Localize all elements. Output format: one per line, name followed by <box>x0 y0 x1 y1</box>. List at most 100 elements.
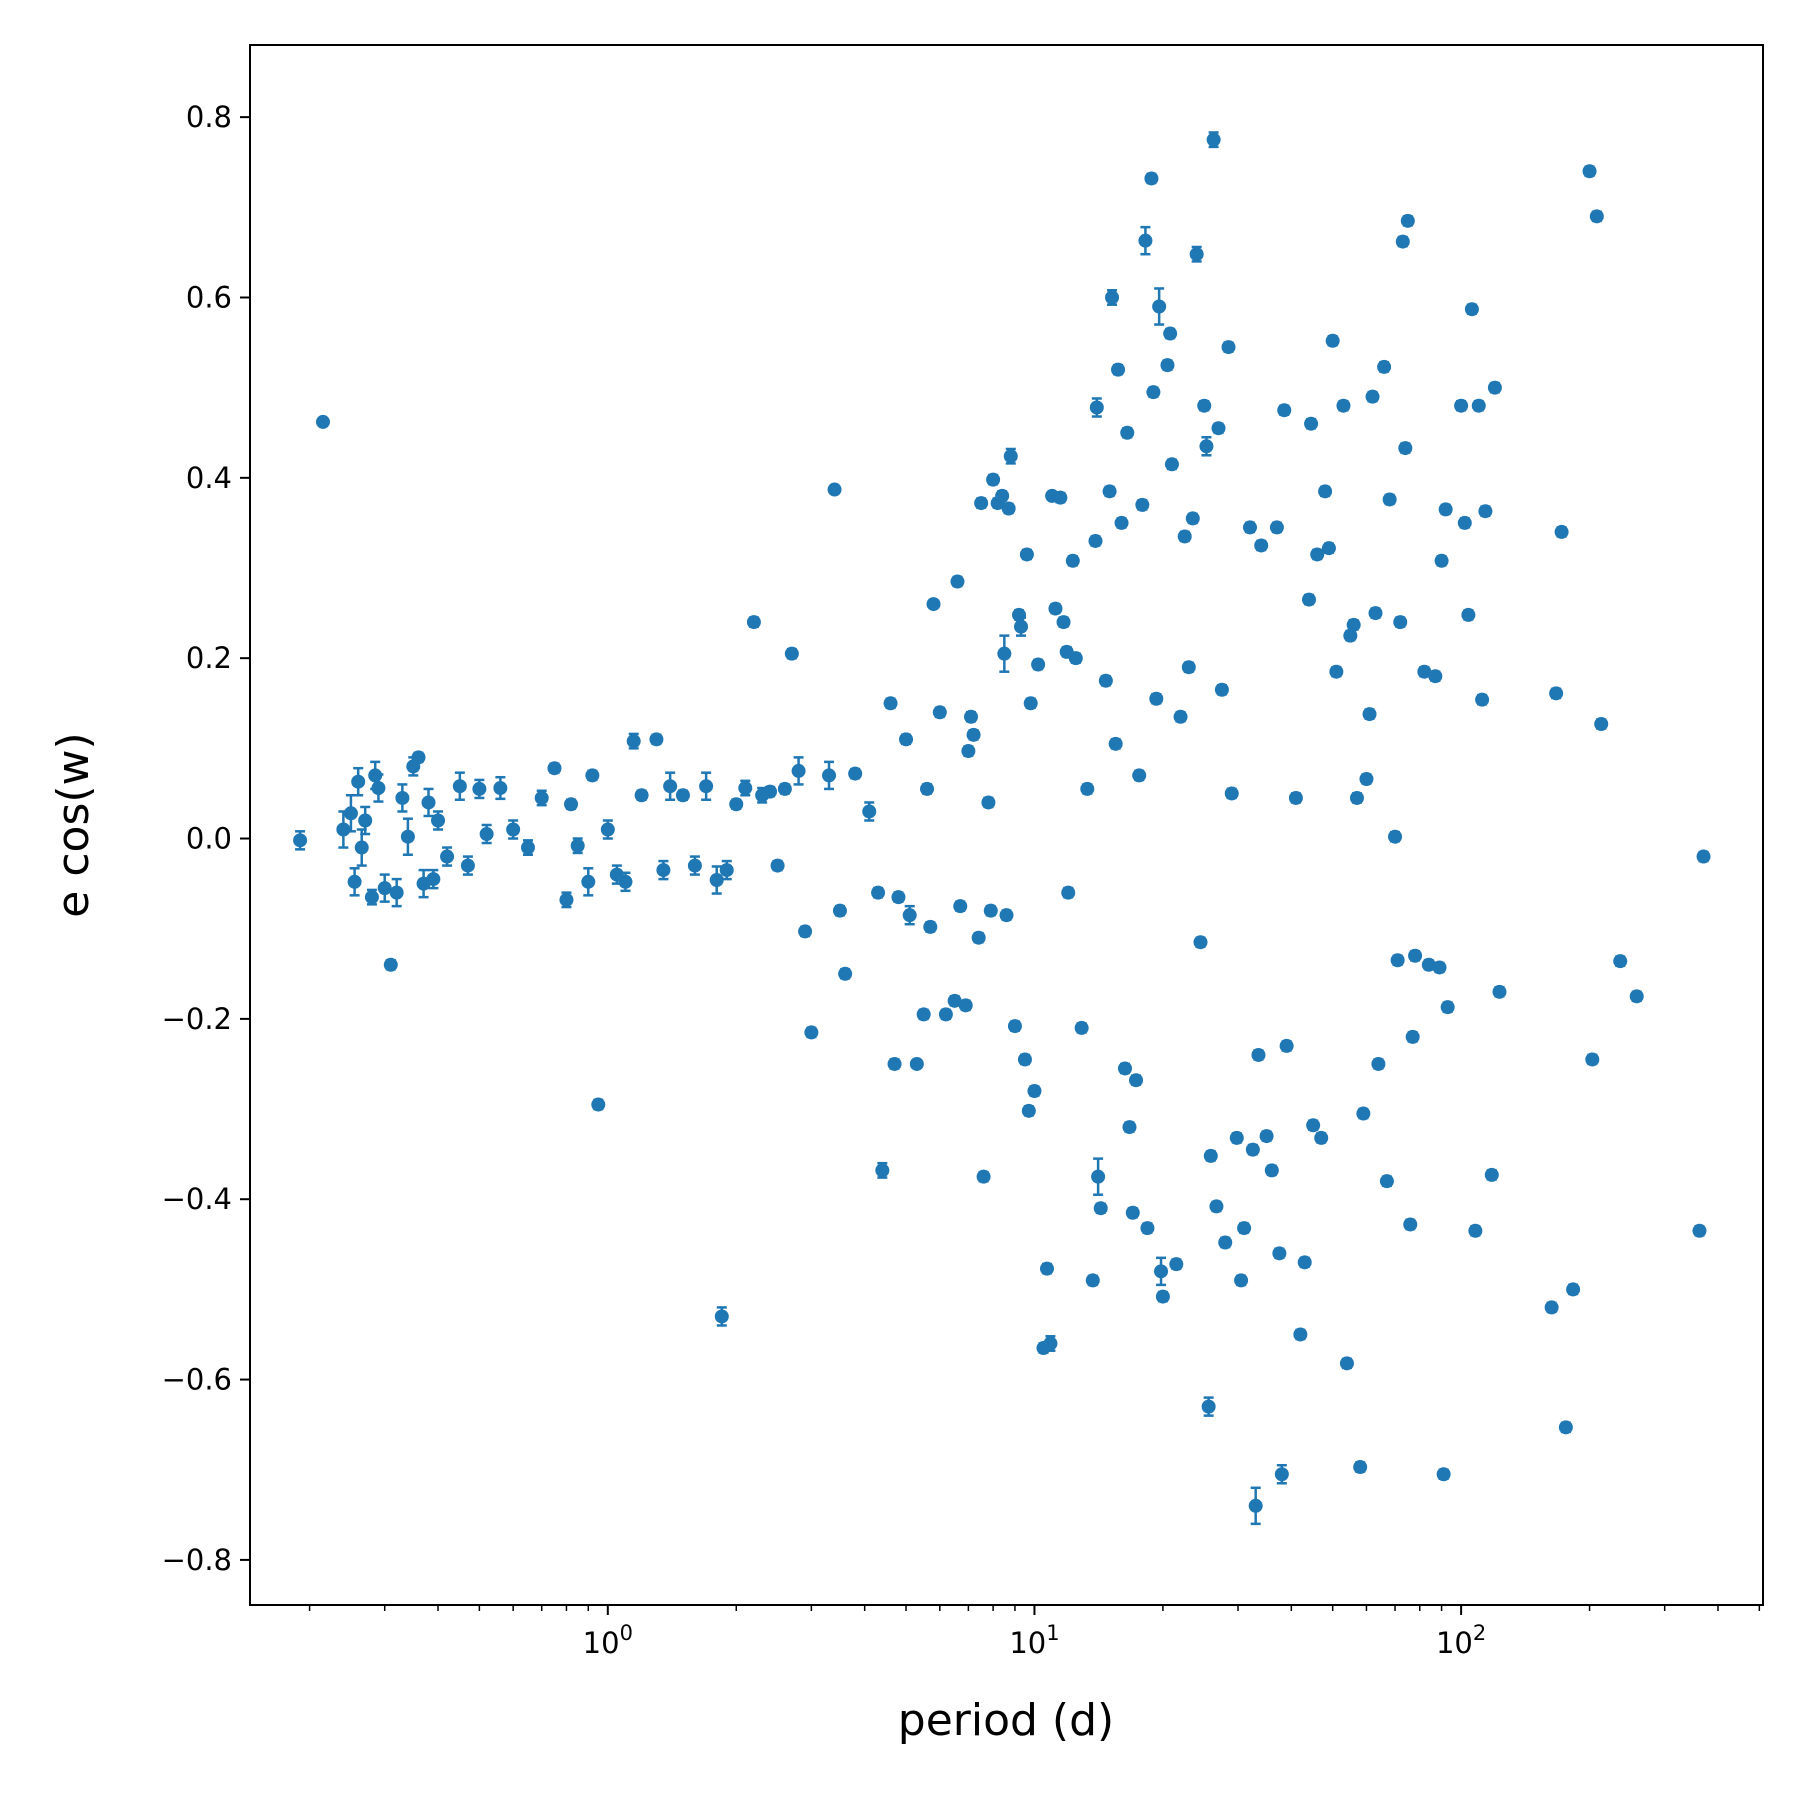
point-marker <box>1468 1223 1483 1238</box>
data-point <box>1065 553 1080 568</box>
x-axis-label: period (d) <box>898 1695 1114 1746</box>
data-point <box>1377 359 1392 374</box>
data-point <box>1043 1335 1058 1352</box>
point-marker <box>293 833 308 848</box>
point-marker <box>1339 1356 1354 1371</box>
point-marker <box>997 646 1012 661</box>
point-marker <box>1304 416 1319 431</box>
point-marker <box>1053 490 1068 505</box>
data-point <box>1417 664 1432 679</box>
point-marker <box>1146 385 1161 400</box>
point-marker <box>520 840 535 855</box>
y-tick-label: 0.2 <box>186 641 232 675</box>
data-point <box>1129 1073 1144 1088</box>
data-point <box>591 1097 606 1112</box>
point-marker <box>1138 233 1153 248</box>
point-marker <box>1135 497 1150 512</box>
y-tick-label: 0.8 <box>186 100 232 134</box>
point-marker <box>1111 362 1126 377</box>
data-point <box>1306 1118 1321 1133</box>
data-point <box>997 634 1012 673</box>
data-point <box>1203 1148 1218 1163</box>
data-point <box>1088 533 1103 548</box>
data-point <box>1264 1163 1279 1178</box>
data-point <box>822 760 837 791</box>
data-point <box>1177 529 1192 544</box>
data-point <box>1199 436 1214 457</box>
data-point <box>1356 1106 1371 1121</box>
data-point <box>804 1025 819 1040</box>
data-point <box>1288 790 1303 805</box>
point-marker <box>947 993 962 1008</box>
point-marker <box>1343 628 1358 643</box>
data-point <box>656 859 671 881</box>
data-point <box>1388 829 1403 844</box>
point-marker <box>1149 691 1164 706</box>
point-marker <box>400 829 415 844</box>
data-point <box>534 789 549 807</box>
point-marker <box>1400 213 1415 228</box>
data-point <box>1144 171 1159 186</box>
data-point <box>1272 1246 1287 1261</box>
point-marker <box>431 813 446 828</box>
data-point <box>986 472 1001 487</box>
point-marker <box>1440 1000 1455 1015</box>
point-marker <box>1393 615 1408 630</box>
data-point <box>729 797 744 812</box>
data-point <box>1234 1273 1249 1288</box>
point-marker <box>862 804 877 819</box>
data-point <box>1102 484 1117 499</box>
data-point <box>1359 772 1374 787</box>
point-marker <box>1398 441 1413 456</box>
data-point <box>966 727 981 742</box>
point-marker <box>902 908 917 923</box>
data-point <box>1007 1019 1022 1034</box>
data-point <box>983 903 998 918</box>
x-axis: 100 101 102 <box>308 1605 1761 1660</box>
data-point <box>1120 425 1135 440</box>
data-point <box>1336 398 1351 413</box>
data-point <box>1339 1356 1354 1371</box>
point-marker <box>1129 1073 1144 1088</box>
data-point <box>1017 1052 1032 1067</box>
data-point <box>1169 1257 1184 1272</box>
point-marker <box>966 727 981 742</box>
point-marker <box>472 781 487 796</box>
data-point <box>1329 664 1344 679</box>
point-marker <box>1582 164 1597 179</box>
point-marker <box>1234 1273 1249 1288</box>
data-point <box>1021 1103 1036 1118</box>
data-point <box>1111 362 1126 377</box>
point-marker <box>1544 1300 1559 1315</box>
point-marker <box>1254 538 1269 553</box>
data-point <box>714 1306 729 1327</box>
data-point <box>1135 497 1150 512</box>
point-marker <box>570 838 585 853</box>
data-point <box>1585 1052 1600 1067</box>
data-point <box>1091 1157 1106 1196</box>
point-marker <box>426 872 441 887</box>
data-point <box>1117 1061 1132 1076</box>
data-point <box>1382 492 1397 507</box>
data-point <box>600 819 615 840</box>
point-marker <box>1438 502 1453 517</box>
point-marker <box>899 732 914 747</box>
data-point <box>1201 1396 1216 1417</box>
point-marker <box>1114 515 1129 530</box>
point-marker <box>1629 989 1644 1004</box>
point-marker <box>932 705 947 720</box>
data-point <box>1293 1327 1308 1342</box>
data-point <box>827 482 842 497</box>
point-marker <box>1274 1467 1289 1482</box>
point-marker <box>1173 709 1188 724</box>
data-point <box>899 732 914 747</box>
data-point <box>1314 1130 1329 1145</box>
data-point <box>1589 209 1604 224</box>
point-marker <box>1432 960 1447 975</box>
point-marker <box>336 822 351 837</box>
data-point <box>570 837 585 855</box>
data-point <box>1242 520 1257 535</box>
point-marker <box>547 761 562 776</box>
point-marker <box>534 790 549 805</box>
